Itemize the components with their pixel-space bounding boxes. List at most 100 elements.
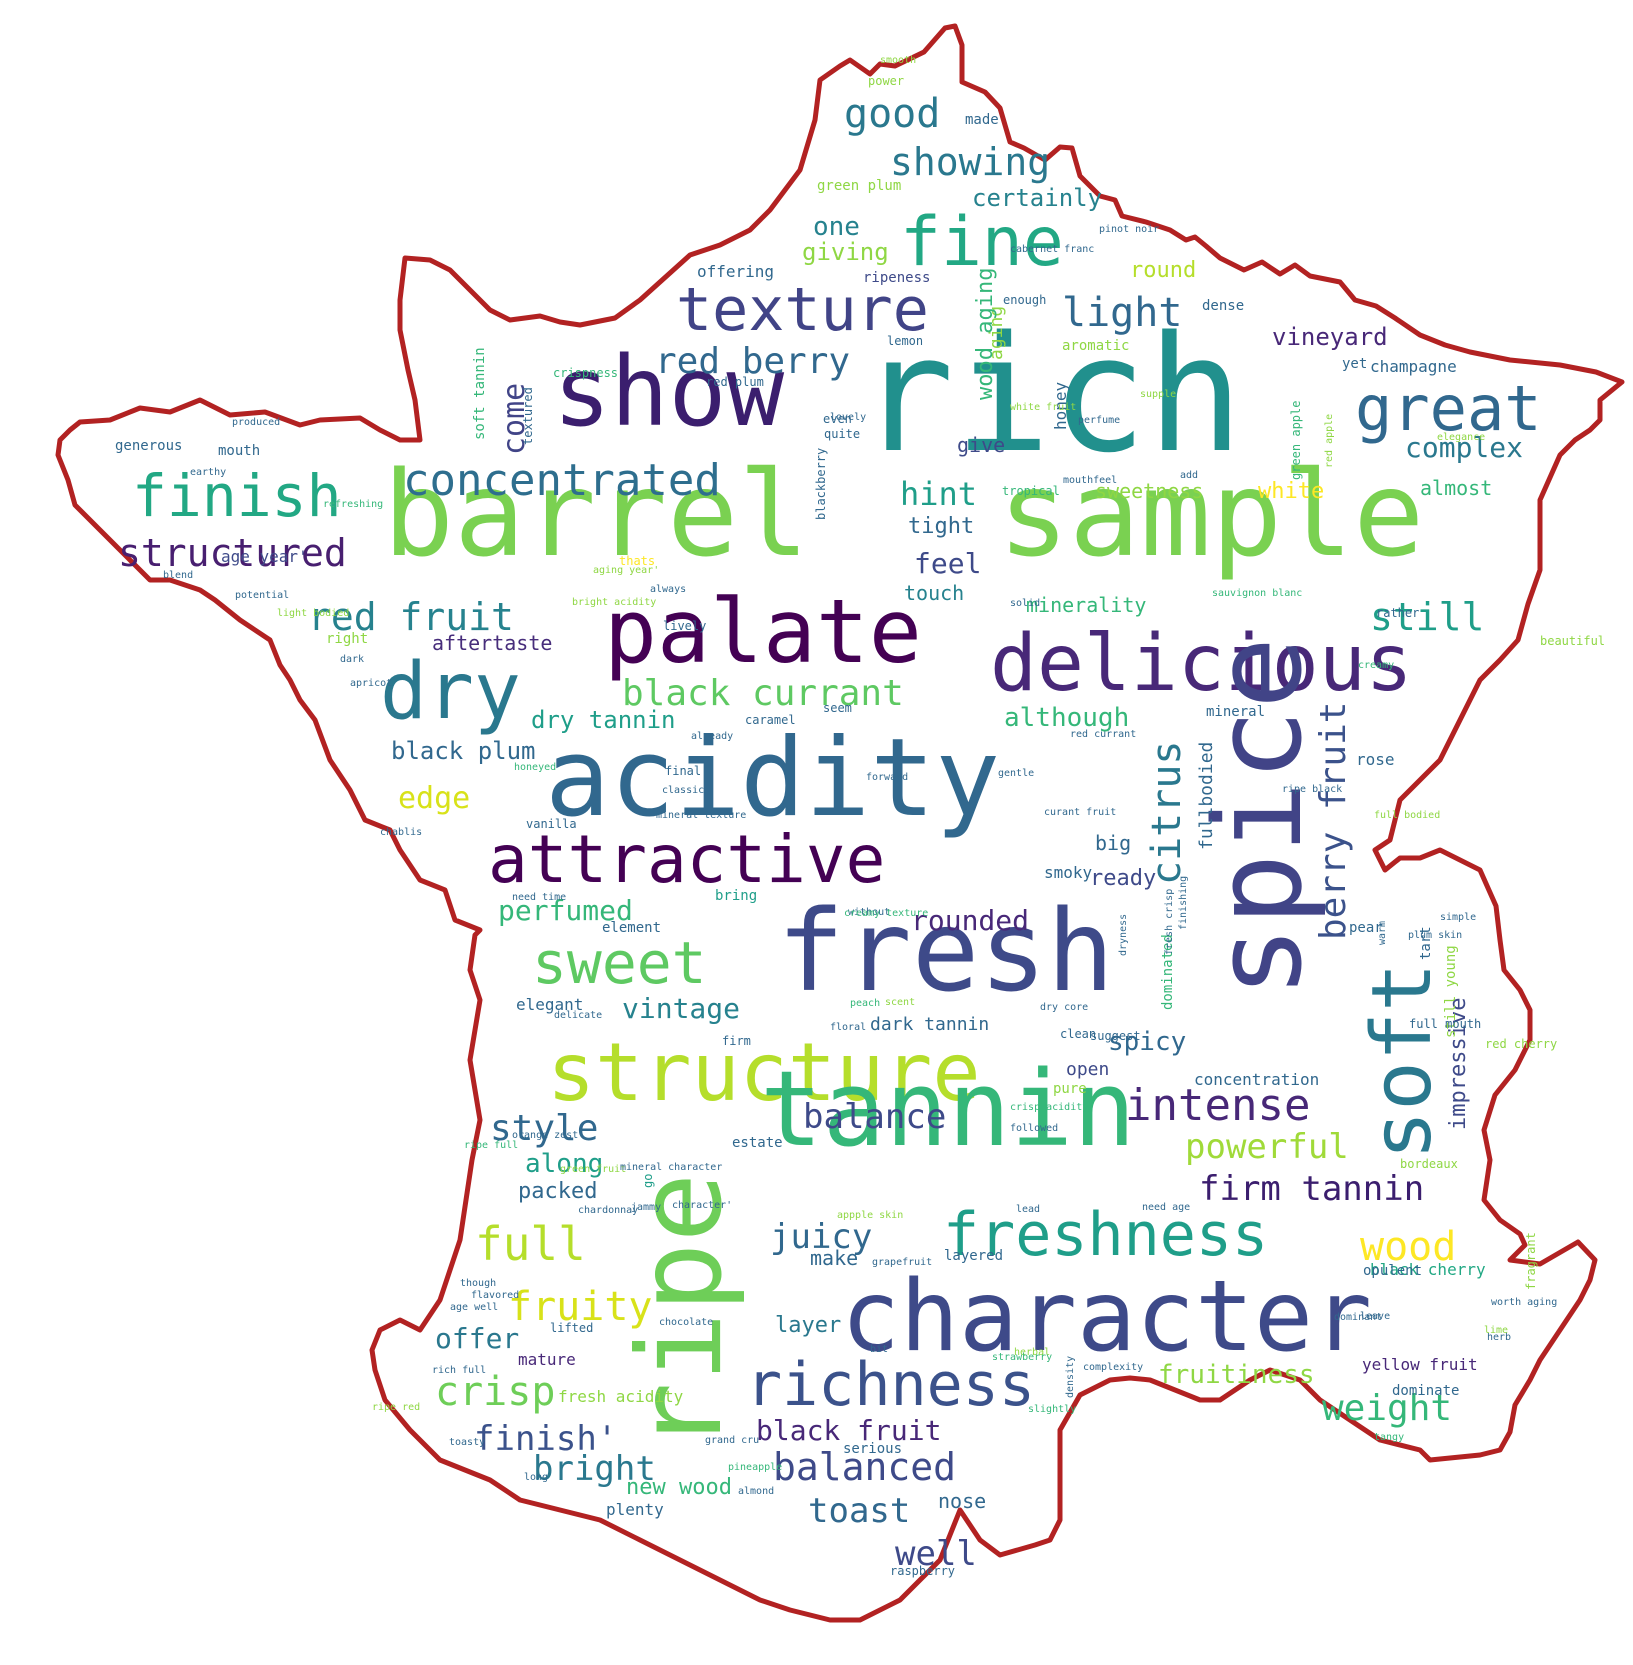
word-black-fruit: black fruit: [756, 1414, 941, 1447]
word-rather: rather: [1376, 606, 1419, 620]
word-show: show: [553, 336, 784, 448]
word-chocolate: chocolate: [659, 1317, 713, 1328]
word-plenty: plenty: [606, 1500, 664, 1519]
word-tannin: tannin: [760, 1048, 1136, 1170]
word-blend: blend: [163, 570, 193, 581]
word-refreshing: refreshing: [323, 499, 383, 510]
word-dry-core: dry core: [1040, 1002, 1088, 1013]
word-give: give: [957, 433, 1005, 457]
word-orange-zest: orange zest: [512, 1130, 578, 1141]
word-great: great: [1355, 372, 1542, 445]
word-powerful: powerful: [1185, 1127, 1349, 1167]
word-rich: rich: [858, 301, 1243, 488]
word-nose: nose: [938, 1489, 986, 1513]
word-elegant: elegant: [516, 995, 583, 1014]
word-packed: packed: [518, 1179, 597, 1204]
word-balanced: balanced: [773, 1445, 956, 1489]
word-well: well: [895, 1534, 977, 1574]
word-edge: edge: [398, 781, 470, 816]
word-dense: dense: [1202, 298, 1244, 314]
word-still: still: [1370, 595, 1484, 639]
word-pear: pear: [1349, 920, 1383, 936]
word-apricot: apricot: [350, 678, 392, 689]
word-wood-aging: wood aging: [973, 268, 998, 400]
word-grapefruit: grapefruit: [872, 1257, 932, 1268]
word-black-currant: black currant: [622, 673, 904, 714]
word-bring: bring: [715, 888, 757, 904]
word-freshness: freshness: [943, 1200, 1268, 1270]
word-round: round: [1130, 258, 1196, 283]
word-suggest: suggest: [1090, 1029, 1141, 1043]
word-lemon: lemon: [887, 334, 923, 348]
word-scent: scent: [885, 997, 915, 1008]
word-earthy: earthy: [190, 467, 226, 478]
word-pineapple: pineapple: [728, 1462, 782, 1473]
word-sweetness: sweetness: [1095, 479, 1203, 503]
word-concentrated: concentrated: [403, 455, 721, 506]
word-citrus: citrus: [1144, 741, 1190, 886]
word-floral: floral: [830, 1022, 866, 1033]
word-ripeness: ripeness: [863, 270, 930, 286]
word-crispness: crispness: [553, 366, 618, 380]
word-clean: clean: [1060, 1027, 1096, 1041]
word-lifted: lifted: [550, 1321, 593, 1335]
word-solid: solid: [1010, 598, 1040, 609]
word-certainly: certainly: [972, 184, 1102, 212]
word-dryness: dryness: [1118, 914, 1129, 956]
word-cabernet-franc: cabernet franc: [1010, 244, 1094, 255]
word-power: power: [868, 74, 904, 88]
word-structured: structured: [118, 531, 347, 575]
word-made: made: [965, 112, 999, 128]
word-dry: dry: [380, 647, 521, 737]
word-red-cherry: red cherry: [1485, 1037, 1557, 1051]
word-dark: dark: [340, 654, 364, 665]
word-come: come: [497, 383, 532, 455]
word-character: character: [841, 1260, 1372, 1374]
word-vanilla: vanilla: [526, 817, 577, 831]
word-texture: texture: [676, 275, 929, 345]
word-rich-full: rich full: [432, 1365, 486, 1376]
word-classic: classic: [662, 785, 704, 796]
word-go: go: [641, 1174, 655, 1188]
word-full: full: [475, 1217, 586, 1271]
word-strawberry: strawberry: [992, 1352, 1052, 1363]
word-berry-fruit: berry fruit: [1313, 702, 1354, 940]
word-tropical: tropical: [1002, 484, 1060, 498]
word-palate: palate: [604, 580, 922, 683]
word-followed: followed: [1010, 1123, 1058, 1134]
word-white-fruit: white fruit: [1010, 402, 1076, 413]
word-fragrant: fragrant: [1524, 1232, 1538, 1290]
word-bright-acidity: bright acidity: [572, 597, 656, 608]
word-textured: textured: [521, 387, 535, 445]
word-though: though: [460, 1278, 496, 1289]
word-red-fruit: red fruit: [308, 595, 514, 639]
word-perfume: perfume: [1078, 415, 1120, 426]
word-bordeaux: bordeaux: [1400, 1157, 1458, 1171]
word-layered: layered: [944, 1248, 1003, 1264]
word-structure: structure: [547, 1026, 980, 1119]
word-plum-skin: plum skin: [1408, 930, 1462, 941]
word-giving: giving: [802, 238, 889, 266]
word-aging: aging: [986, 306, 1007, 360]
word-appple-skin: appple skin: [837, 1210, 903, 1221]
word-thats: thats: [619, 554, 655, 568]
word-fresh-crisp: fresh crisp: [1164, 889, 1175, 955]
word-concentration: concentration: [1194, 1070, 1319, 1089]
word-herb: herb: [1487, 1332, 1511, 1343]
word-dominate: dominate: [1392, 1383, 1459, 1399]
word-raspberry: raspberry: [890, 1564, 955, 1578]
word-almond: almond: [738, 1486, 774, 1497]
word-along: along: [525, 1149, 603, 1179]
word-seem: seem: [823, 701, 852, 715]
word-minerality: minerality: [1026, 593, 1146, 617]
word-bright: bright: [533, 1449, 656, 1489]
word-jammy: jammy: [631, 1202, 661, 1213]
word-need-time: need time: [512, 892, 566, 903]
word-chablis: chablis: [380, 827, 422, 838]
word-sample: sample: [998, 445, 1424, 583]
word-one: one: [813, 212, 860, 242]
word-estate: estate: [732, 1135, 783, 1151]
word-intense: intense: [1125, 1080, 1310, 1131]
word-soft-tannin: soft tannin: [472, 347, 488, 440]
word-light-bodied: light bodied: [277, 608, 349, 619]
